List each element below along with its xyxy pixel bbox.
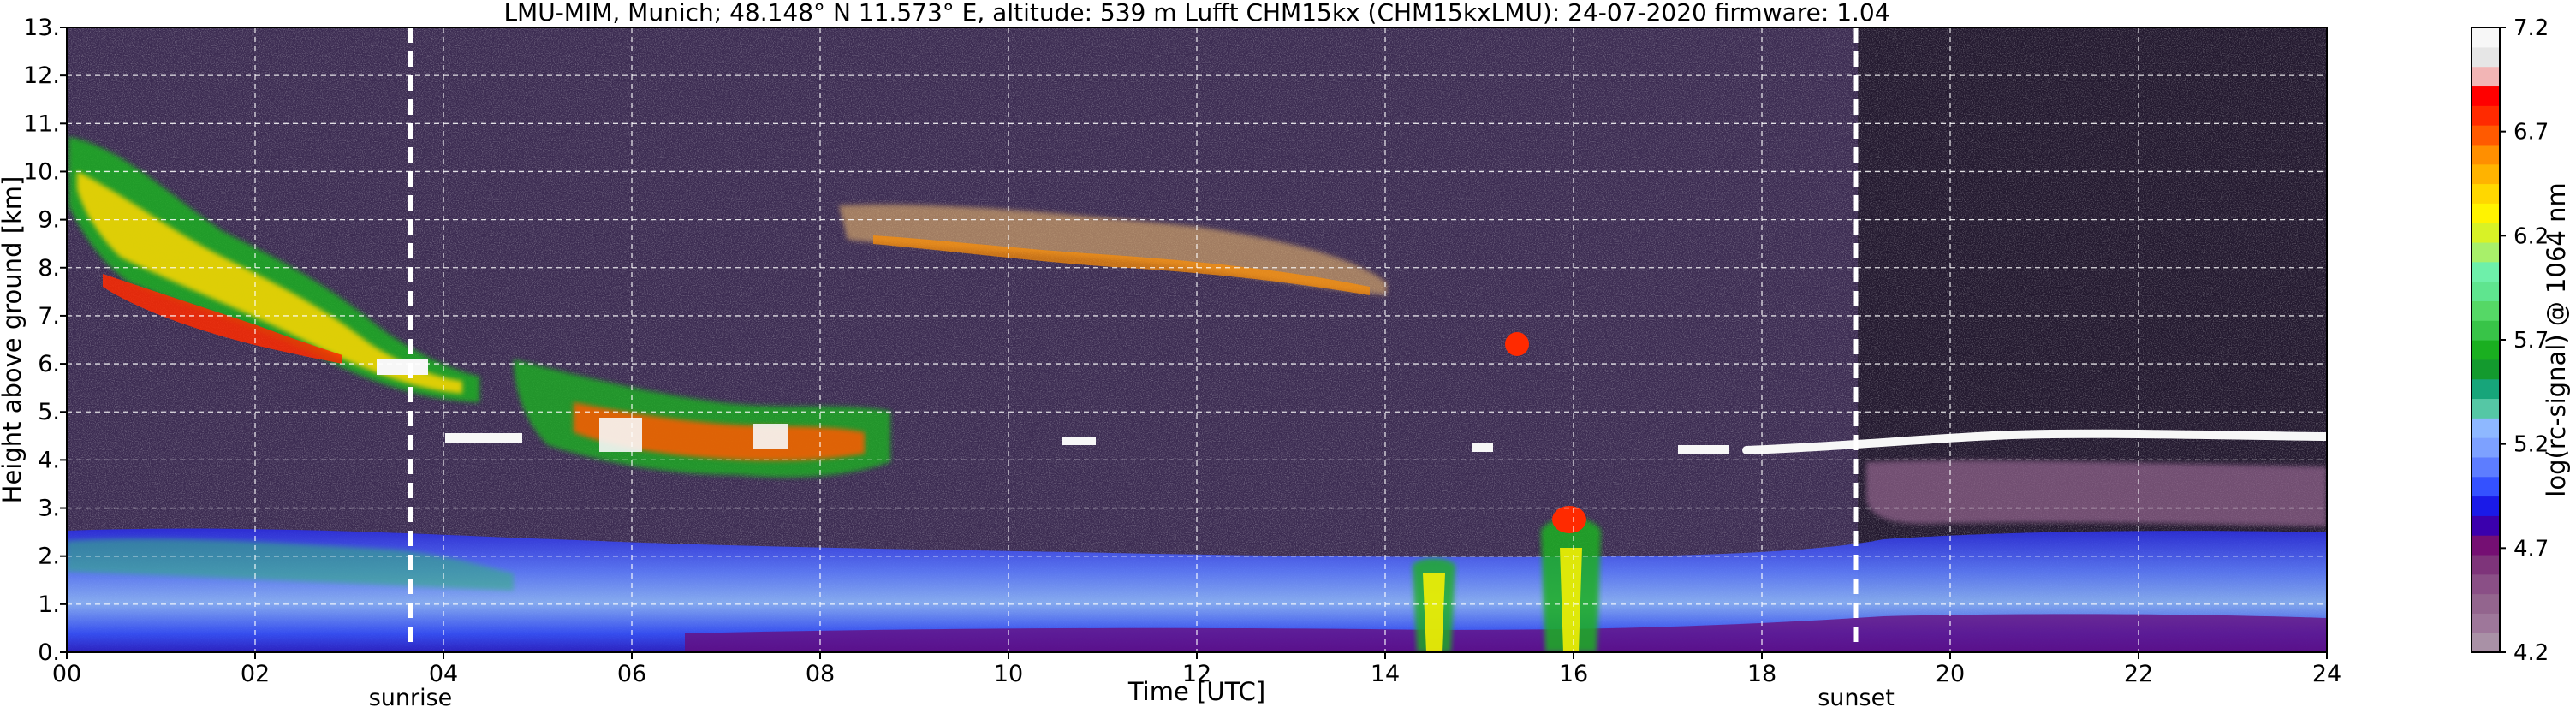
colorbar-segment [2472,476,2500,497]
midlevel-cloud-white-2 [753,424,788,449]
colorbar-segment [2472,27,2500,48]
colorbar-segment [2472,593,2500,614]
colorbar-tick-label: 4.7 [2514,536,2549,561]
cirrus-midday-base [873,235,1370,295]
x-tick-label: 14 [1371,661,1400,687]
x-tick-label: 00 [52,661,81,687]
colorbar-segment [2472,613,2500,633]
sun-markers: sunrise sunset [369,27,1895,707]
colorbar-title: log(rc-signal) @ 1064 nm [2542,182,2571,496]
colorbar-segment [2472,437,2500,458]
colorbar-segment [2472,183,2500,204]
colorbar-tick-label: 6.7 [2514,120,2549,146]
y-tick-label: 9. [38,207,60,234]
cirrus-morning-white [377,359,428,375]
colorbar-segment [2472,223,2500,243]
y-tick-label: 8. [38,255,60,282]
midlevel-cloud-core [574,402,865,461]
x-tick-label: 18 [1747,661,1776,687]
x-tick-label: 10 [994,661,1023,687]
colorbar-segment [2472,300,2500,321]
grid-lines [67,27,2327,652]
colorbar-segment [2472,554,2500,575]
colorbar-tick-label: 4.2 [2514,640,2549,666]
cloud-base-early [445,433,522,443]
colorbar-segment [2472,261,2500,282]
colorbar-segment [2472,203,2500,223]
marker-label-sunset: sunset [1817,685,1895,707]
cloud-base-1 [1062,437,1096,445]
x-tick-label: 04 [429,661,458,687]
colorbar-segment [2472,320,2500,341]
isolated-cloud [1505,332,1529,356]
y-tick-label: 2. [38,544,60,570]
y-tick-label: 0. [38,639,60,666]
colorbar-segment [2472,340,2500,360]
x-axis: 00 02 04 06 08 10 12 14 16 18 20 22 24 [52,652,2341,687]
colorbar-segment [2472,359,2500,380]
y-tick-label: 6. [38,351,60,377]
colorbar-segment [2472,144,2500,165]
colorbar-segment [2472,86,2500,106]
colorbar-segment [2472,281,2500,301]
cloud-base-line [1742,429,2327,454]
colorbar-segment [2472,573,2500,595]
convective-column-2-top [1552,506,1586,533]
x-tick-label: 02 [241,661,270,687]
colorbar-tick-label: 6.2 [2514,223,2549,249]
chart-title: LMU-MIM, Munich; 48.148° N 11.573° E, al… [503,0,1889,27]
colorbar-segment [2472,515,2500,536]
marker-label-sunrise: sunrise [369,685,453,707]
colorbar-frame [2471,27,2501,653]
cirrus-morning-core [77,171,462,394]
colorbar-segment [2472,418,2500,438]
x-tick-label: 06 [617,661,646,687]
y-tick-label: 13. [23,15,60,41]
colorbar-segment [2472,46,2500,68]
convective-column-2-core [1560,548,1582,652]
cirrus-morning-peak [103,274,342,364]
y-axis: 0. 1. 2. 3. 4. 5. 6. 7. 8. 9. 10. 11. 12. 13. [23,15,67,666]
y-tick-label: 10. [23,158,60,185]
boundary-layer-top [67,538,514,591]
x-tick-label: 12 [1182,661,1211,687]
x-axis-title: Time [UTC] [1127,677,1265,706]
boundary-layer-base [685,614,2327,652]
colorbar-segment [2472,535,2500,556]
y-axis-title: Height above ground [km] [0,176,27,504]
colorbar-segment [2472,66,2500,87]
colorbar: 4.2 4.7 5.2 5.7 6.2 6.7 7.2 [2472,15,2549,666]
y-tick-label: 11. [23,110,60,137]
colorbar-segment [2472,163,2500,185]
colorbar-segment [2472,456,2500,478]
colorbar-segment [2472,633,2500,653]
x-tick-label: 08 [806,661,835,687]
midlevel-cloud-white-1 [599,418,642,452]
cloud-base-3 [1678,445,1729,454]
y-tick-label: 12. [23,62,60,89]
colorbar-tick-label: 5.2 [2514,432,2549,458]
x-tick-label: 24 [2312,661,2341,687]
y-tick-label: 3. [38,496,60,522]
colorbar-segment [2472,378,2500,400]
colorbar-segment [2472,125,2500,146]
night-aerosol-layer [1866,460,2327,526]
cloud-base-2 [1472,443,1493,452]
x-tick-label: 22 [2124,661,2153,687]
x-tick-label: 20 [1936,661,1965,687]
convective-column-1-core [1423,573,1445,652]
colorbar-segment [2472,496,2500,516]
colorbar-segment [2472,398,2500,419]
colorbar-segment [2472,105,2500,126]
y-tick-label: 4. [38,447,60,473]
colorbar-segment [2472,241,2500,263]
cirrus-morning-outer [68,137,479,402]
x-tick-label: 16 [1559,661,1588,687]
colorbar-tick-label: 7.2 [2514,15,2549,41]
y-tick-label: 5. [38,399,60,425]
colorbar-tick-label: 5.7 [2514,328,2549,354]
y-tick-label: 7. [38,303,60,330]
y-tick-label: 1. [38,591,60,618]
